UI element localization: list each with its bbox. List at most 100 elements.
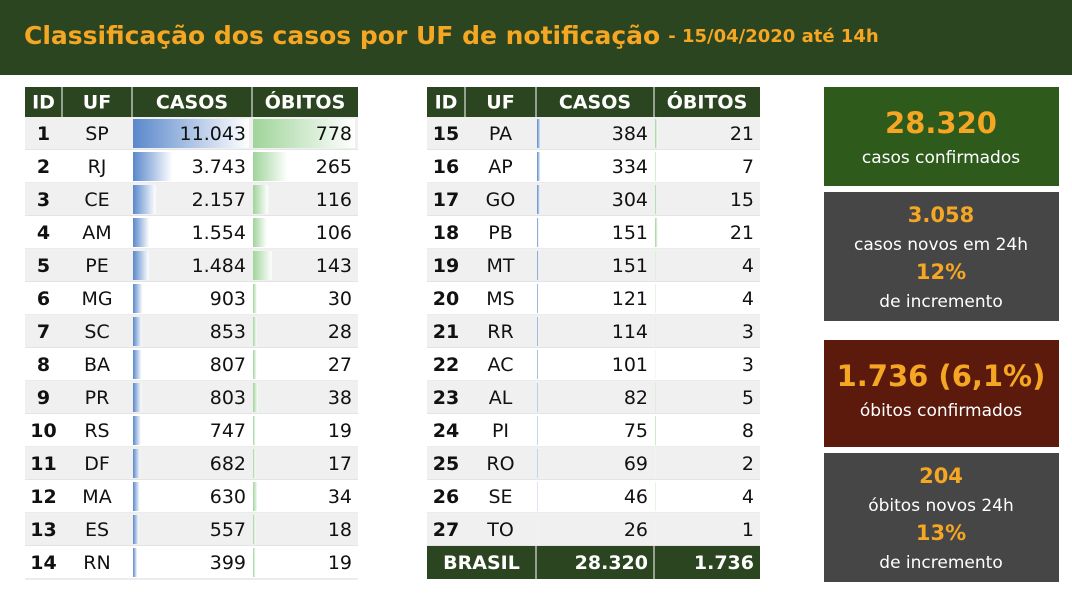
deaths-bar [655,218,658,247]
deaths-bar [253,152,288,181]
row-uf: ES [85,519,109,541]
row-id: 23 [433,387,459,409]
card-increment-label: de incremento [879,553,1002,573]
row-uf: RR [487,321,513,343]
deaths-bar [253,383,258,412]
row-cases: 557 [210,519,246,541]
row-uf: RN [83,552,110,574]
row-id: 11 [30,453,56,475]
deaths-bar [253,218,267,247]
row-uf: PE [85,255,108,277]
table-row [427,216,760,249]
row-deaths: 265 [316,156,352,178]
deaths-bar [655,383,656,412]
row-uf: AM [82,222,111,244]
row-cases: 151 [612,222,648,244]
row-cases: 747 [210,420,246,442]
row-deaths: 28 [328,321,352,343]
row-deaths: 30 [328,288,352,310]
row-cases: 46 [624,486,648,508]
row-deaths: 19 [328,552,352,574]
row-uf: SP [85,123,109,145]
row-deaths: 4 [742,486,754,508]
row-id: 1 [37,123,50,145]
cases-bar [133,350,142,379]
cases-bar [537,119,541,148]
row-deaths: 18 [328,519,352,541]
table-row [25,150,358,183]
row-id: 27 [433,519,459,541]
total-label: BRASIL [443,552,520,574]
cases-bar [537,383,538,412]
row-deaths: 3 [742,354,754,376]
row-deaths: 1 [742,519,754,541]
deaths-bar [655,185,657,214]
row-id: 17 [433,189,459,211]
row-uf: MA [82,486,111,508]
row-cases: 3.743 [192,156,246,178]
table-row [25,249,358,282]
total-cases: 28.320 [575,552,648,574]
row-uf: MS [486,288,514,310]
card-value: 3.058 [908,203,974,227]
table-header [25,87,358,117]
title: Classificação dos casos por UF de notifi… [24,21,660,50]
row-id: 8 [37,354,50,376]
deaths-bar [253,284,257,313]
table-row [25,348,358,381]
row-id: 25 [433,453,459,475]
table-row [25,513,358,546]
table-row [427,348,760,381]
summary-card [824,453,1059,582]
cases-bar [133,152,173,181]
cases-bar [133,284,143,313]
row-uf: RS [84,420,109,442]
row-deaths: 38 [328,387,352,409]
row-cases: 82 [624,387,648,409]
column-header: UF [486,92,514,114]
row-deaths: 21 [730,123,754,145]
row-uf: MT [487,255,515,277]
row-uf: TO [486,519,514,541]
row-id: 16 [433,156,459,178]
row-deaths: 2 [742,453,754,475]
table-row [25,480,358,513]
row-uf: PI [492,420,509,442]
column-header: UF [83,92,111,114]
column-header: CASOS [559,92,631,114]
row-uf: PR [85,387,110,409]
column-header: ÓBITOS [265,90,346,114]
card-label: óbitos confirmados [860,401,1022,421]
row-deaths: 21 [730,222,754,244]
row-cases: 75 [624,420,648,442]
column-header: ID [435,92,458,114]
card-increment: 13% [916,521,966,545]
card-value: 204 [919,464,963,488]
cases-bar [133,482,140,511]
header-bar [0,0,1072,75]
title-line: Classificação dos casos por UF de notifi… [24,21,879,50]
row-id: 13 [30,519,56,541]
row-cases: 682 [210,453,246,475]
cases-bar [537,350,539,379]
row-uf: AL [489,387,513,409]
row-id: 21 [433,321,459,343]
cases-bar [537,416,538,445]
deaths-bar [253,449,256,478]
table-header [427,87,760,117]
row-cases: 151 [612,255,648,277]
card-value: 1.736 (6,1%) [837,359,1046,393]
row-deaths: 15 [730,189,754,211]
table-row [427,282,760,315]
row-deaths: 27 [328,354,352,376]
cases-bar [537,152,541,181]
deaths-bar [655,152,656,181]
row-deaths: 106 [316,222,352,244]
row-id: 14 [30,552,56,574]
row-uf: PA [489,123,512,145]
row-uf: AC [488,354,514,376]
summary-card [824,340,1059,447]
row-id: 9 [37,387,50,409]
table-row [427,447,760,480]
table-row [427,183,760,216]
